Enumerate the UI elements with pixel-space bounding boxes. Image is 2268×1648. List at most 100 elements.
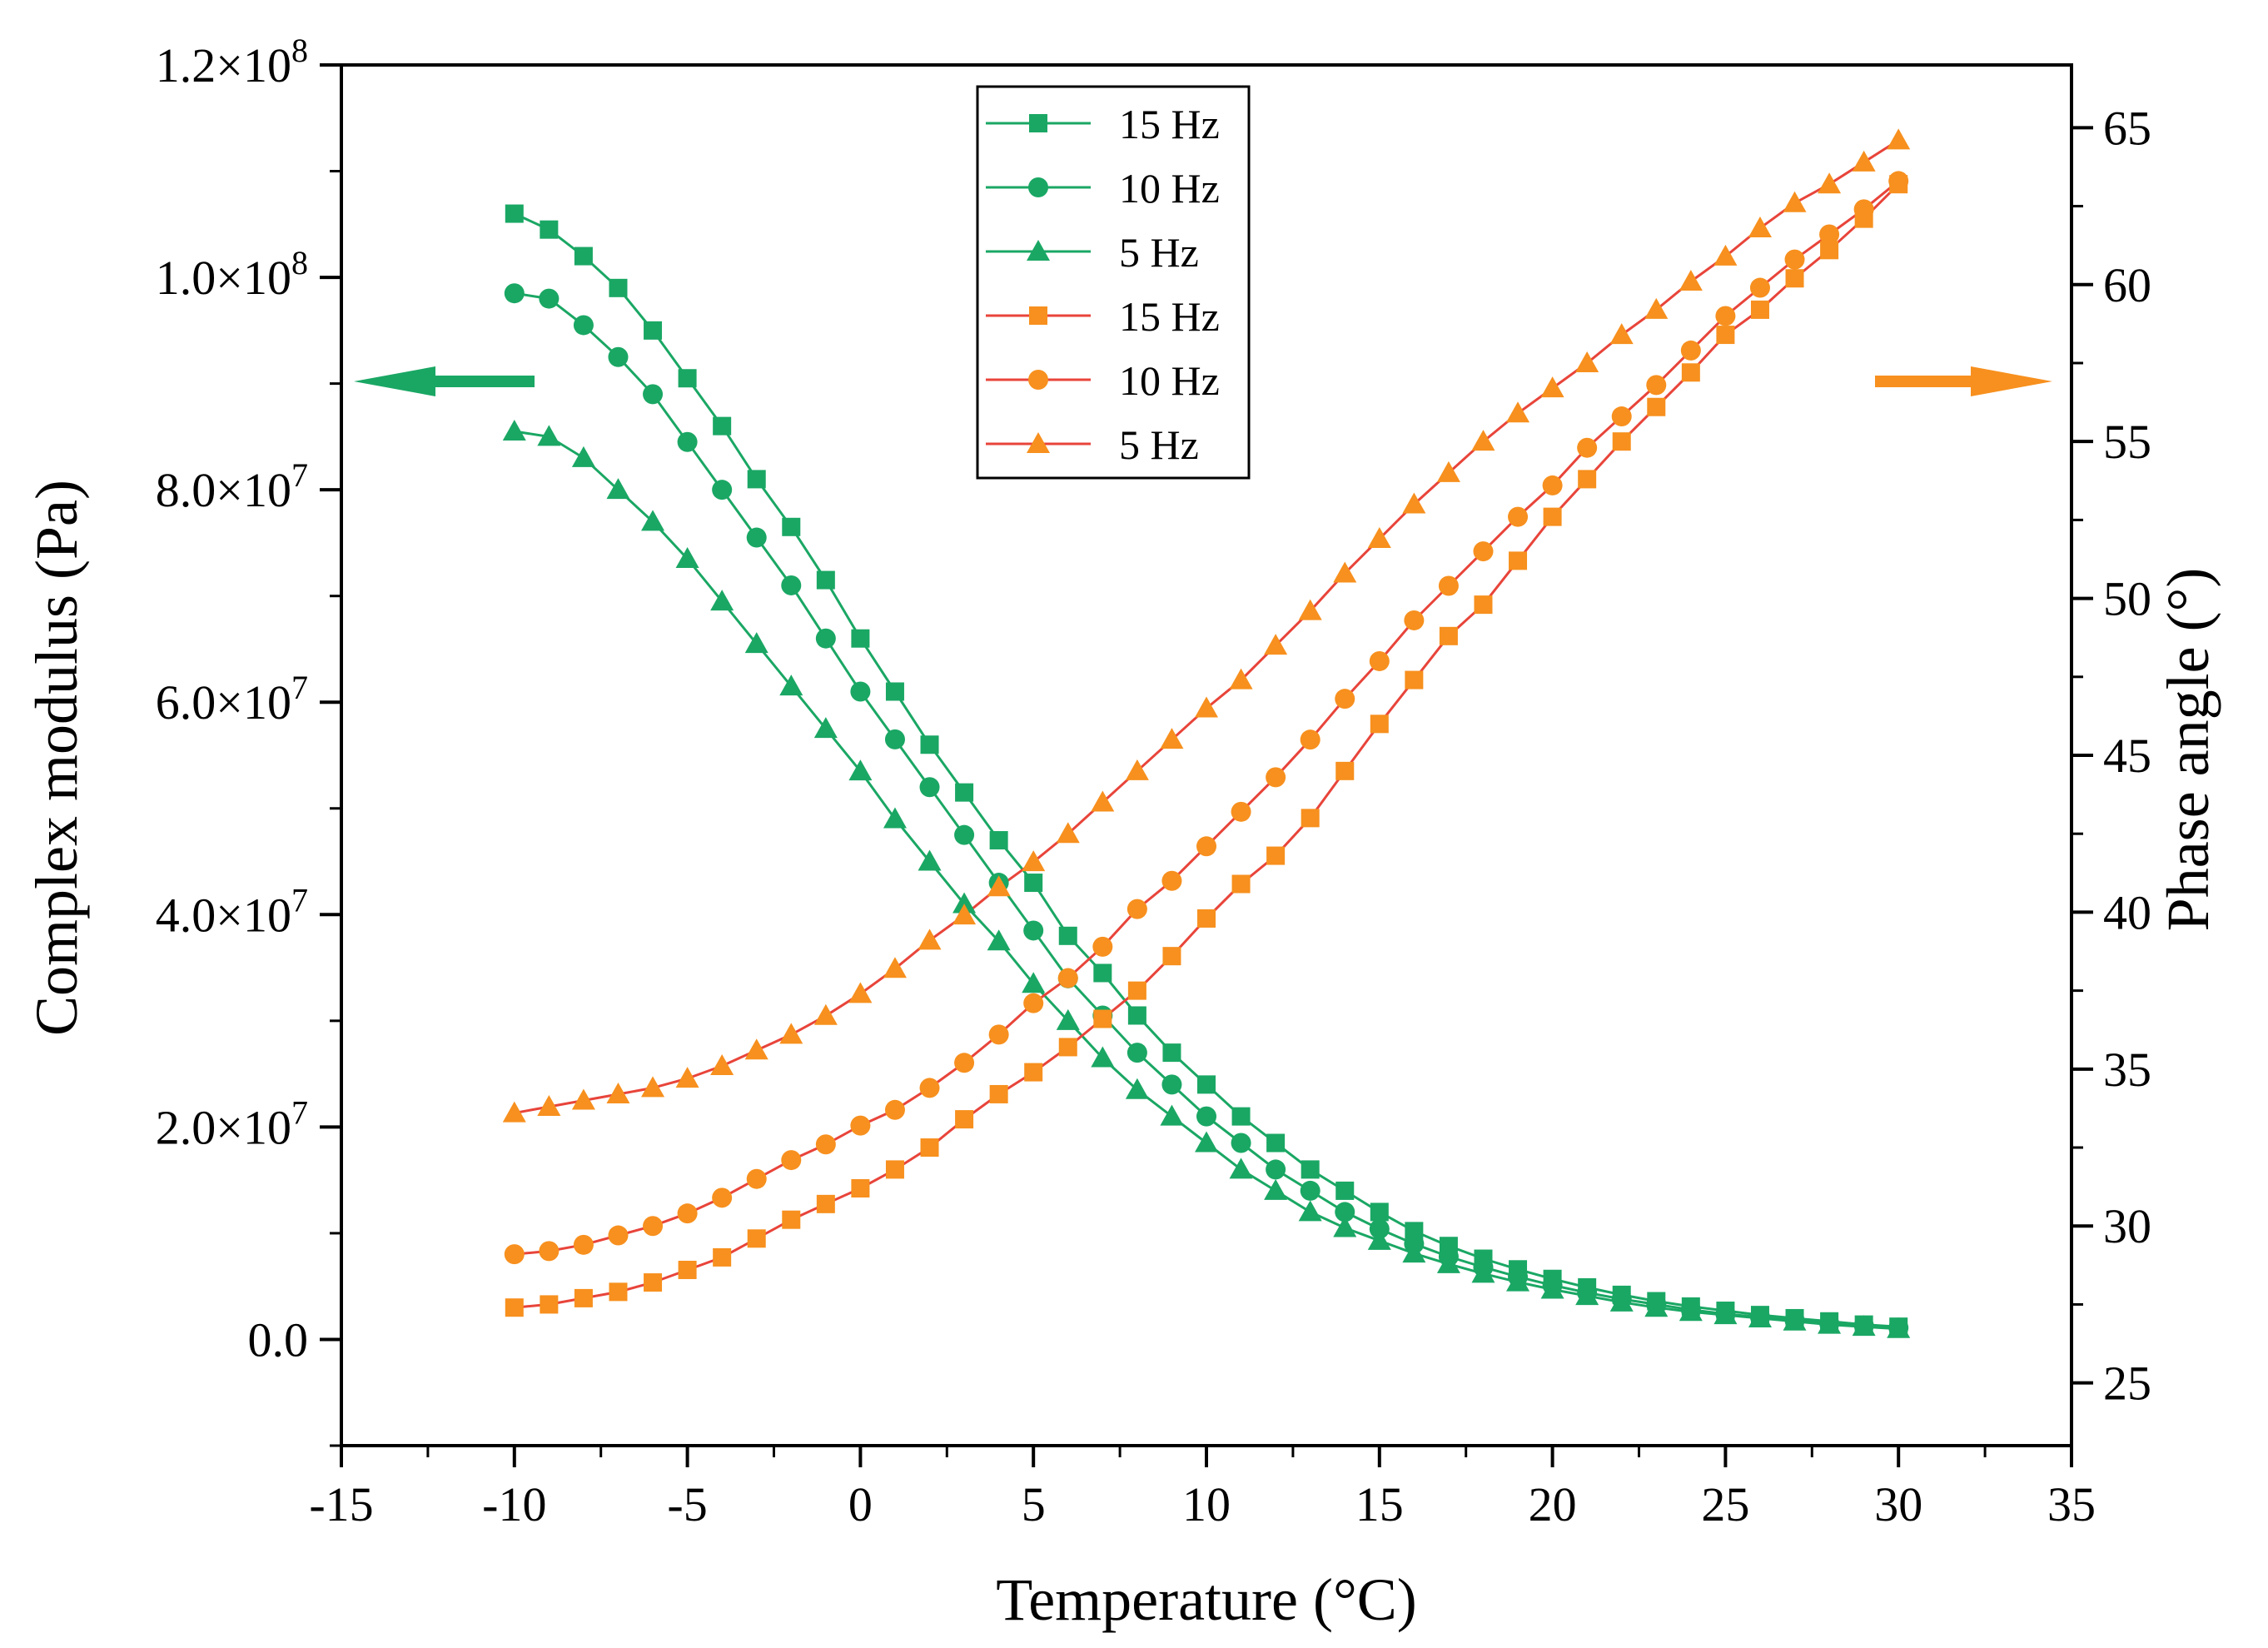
- modulus-point-triangle: [502, 420, 526, 441]
- x-tick-label: 0: [848, 1477, 873, 1531]
- modulus-point-triangle: [813, 717, 838, 739]
- left-tick-exponent: 8: [291, 32, 308, 69]
- x-tick-label: 15: [1355, 1477, 1404, 1531]
- modulus-point-triangle: [1264, 1178, 1288, 1200]
- modulus-point-circle: [884, 729, 905, 749]
- modulus-point-square: [678, 369, 697, 388]
- phase-point-circle: [746, 1168, 767, 1189]
- phase-point-circle: [1646, 375, 1667, 396]
- legend-square-marker: [1029, 306, 1047, 325]
- phase-point-circle: [1300, 729, 1321, 750]
- right-tick-label: 25: [2103, 1357, 2151, 1411]
- modulus-point-square: [1335, 1181, 1355, 1200]
- phase-point-triangle: [1333, 561, 1357, 583]
- phase-point-square: [1612, 432, 1631, 451]
- legend-box: [976, 85, 1251, 480]
- left-tick-exponent: 7: [291, 881, 308, 919]
- phase-point-square: [1370, 714, 1389, 734]
- modulus-point-triangle: [1540, 1277, 1564, 1299]
- modulus-point-circle: [1231, 1133, 1251, 1153]
- left-tick-label: 8.0×107: [156, 456, 308, 517]
- phase-point-square: [1231, 874, 1251, 894]
- x-tick-label: -10: [482, 1477, 546, 1531]
- right-tick-label: 30: [2103, 1199, 2151, 1253]
- modulus-point-triangle: [744, 632, 768, 654]
- phase-point-square: [1785, 269, 1804, 288]
- phase-point-circle: [1023, 993, 1044, 1013]
- modulus-point-square: [1370, 1202, 1389, 1222]
- phase-point-triangle: [606, 1082, 630, 1103]
- modulus-point-triangle: [918, 849, 942, 871]
- modulus-point-circle: [608, 346, 629, 367]
- phase-point-square: [1024, 1063, 1043, 1082]
- legend-label: 5 Hz: [1119, 229, 1199, 276]
- modulus-point-triangle: [606, 478, 630, 500]
- legend: 15 Hz 10 Hz 5 Hz 15 Hz 10 Hz 5 Hz: [976, 85, 1251, 480]
- x-tick-label: 5: [1022, 1477, 1046, 1531]
- x-tick-label: 25: [1701, 1477, 1749, 1531]
- phase-point-square: [1301, 809, 1320, 828]
- modulus-point-triangle: [1402, 1242, 1426, 1263]
- phase-point-square: [609, 1282, 628, 1302]
- right-tick-label: 40: [2103, 885, 2151, 939]
- phase-point-triangle: [1471, 430, 1495, 451]
- left-tick-label: 1.2×108: [156, 32, 308, 92]
- modulus-point-square: [505, 204, 524, 223]
- phase-point-triangle: [1818, 172, 1842, 194]
- left-tick-exponent: 7: [291, 669, 308, 706]
- left-tick-label: 4.0×107: [156, 881, 308, 942]
- modulus-point-triangle: [1506, 1270, 1530, 1292]
- phase-point-square: [1474, 595, 1493, 615]
- phase-point-triangle: [502, 1101, 526, 1123]
- modulus-point-triangle: [641, 510, 665, 531]
- phase-point-circle: [1473, 541, 1494, 562]
- phase-point-triangle: [1402, 492, 1426, 514]
- phase-point-triangle: [1609, 323, 1634, 345]
- modulus-point-triangle: [675, 547, 699, 569]
- phase-point-square: [1439, 626, 1458, 645]
- phase-point-triangle: [537, 1095, 561, 1117]
- phase-point-circle: [1196, 836, 1216, 857]
- modulus-point-circle: [643, 384, 664, 405]
- left-tick-exponent: 8: [291, 244, 308, 281]
- x-tick-label: -15: [309, 1477, 373, 1531]
- right-tick-label: 45: [2103, 729, 2151, 783]
- right-tick-label: 60: [2103, 258, 2151, 312]
- phase-point-circle: [1749, 277, 1770, 298]
- modulus-point-triangle: [537, 425, 561, 446]
- phase-point-circle: [815, 1134, 836, 1155]
- modulus-point-circle: [1023, 920, 1044, 941]
- phase-point-square: [1197, 909, 1216, 928]
- phase-point-square: [851, 1179, 870, 1198]
- phase-point-square: [1509, 551, 1528, 570]
- modulus-point-square: [851, 629, 870, 648]
- phase-point-square: [989, 1084, 1008, 1103]
- modulus-point-circle: [504, 283, 525, 304]
- modulus-point-square: [1058, 926, 1077, 945]
- phase-point-square: [540, 1295, 559, 1314]
- phase-point-square: [1335, 761, 1355, 780]
- modulus-point-triangle: [1091, 1046, 1115, 1068]
- modulus-point-triangle: [1887, 1317, 1911, 1338]
- phase-point-square: [1058, 1038, 1077, 1057]
- modulus-point-square: [1197, 1075, 1216, 1094]
- modulus-point-circle: [1161, 1074, 1182, 1095]
- phase-point-circle: [919, 1078, 940, 1098]
- phase-point-triangle: [1852, 150, 1876, 172]
- modulus-point-square: [713, 416, 732, 436]
- modulus-point-triangle: [1333, 1216, 1357, 1237]
- modulus-point-triangle: [1056, 1008, 1080, 1030]
- phase-point-circle: [954, 1053, 975, 1073]
- phase-point-circle: [781, 1150, 802, 1171]
- phase-point-circle: [1508, 506, 1529, 527]
- phase-point-triangle: [1713, 244, 1738, 266]
- legend-triangle-marker: [1027, 240, 1050, 261]
- phase-point-circle: [1680, 340, 1701, 361]
- phase-point-square: [1716, 326, 1735, 345]
- phase-point-square: [1162, 947, 1181, 966]
- modulus-point-circle: [1196, 1106, 1216, 1127]
- phase-point-triangle: [1160, 728, 1184, 749]
- phase-point-square: [1647, 397, 1666, 416]
- phase-point-square: [574, 1288, 593, 1307]
- right-tick-label: 35: [2103, 1043, 2151, 1097]
